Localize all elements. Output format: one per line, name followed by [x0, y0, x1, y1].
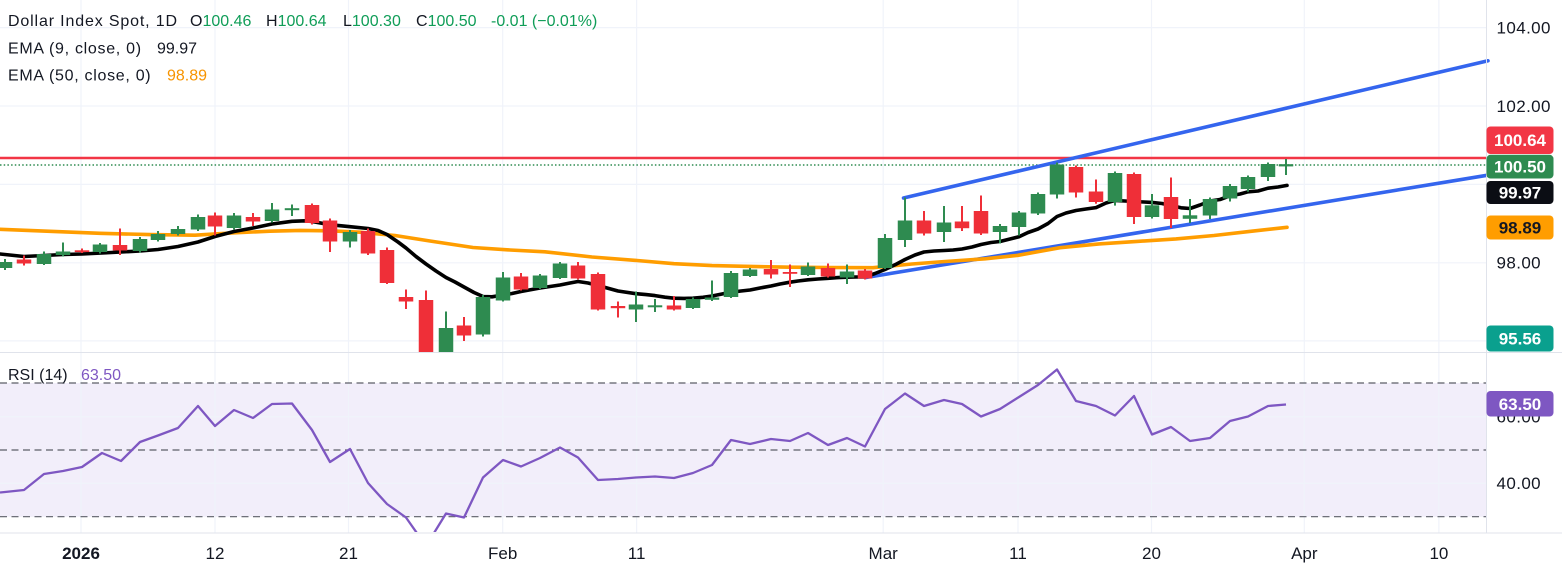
svg-text:98.89: 98.89: [1499, 219, 1542, 238]
svg-text:99.97: 99.97: [1499, 184, 1542, 203]
svg-text:102.00: 102.00: [1497, 97, 1551, 116]
svg-text:40.00: 40.00: [1497, 474, 1542, 493]
svg-text:2026: 2026: [62, 544, 100, 563]
svg-text:100.64: 100.64: [1494, 131, 1547, 150]
svg-text:12: 12: [206, 544, 225, 563]
svg-text:21: 21: [339, 544, 358, 563]
svg-text:Feb: Feb: [488, 544, 517, 563]
svg-text:11: 11: [628, 544, 646, 563]
svg-text:98.00: 98.00: [1497, 254, 1542, 273]
svg-text:RSI (14)63.50: RSI (14) 63.50: [8, 367, 121, 384]
svg-text:104.00: 104.00: [1497, 18, 1551, 37]
svg-text:11: 11: [1009, 544, 1027, 563]
svg-text:95.56: 95.56: [1499, 330, 1542, 349]
svg-text:100.50: 100.50: [1494, 158, 1546, 177]
svg-text:20: 20: [1142, 544, 1161, 563]
svg-text:63.50: 63.50: [1499, 395, 1542, 414]
svg-text:EMA (9, close, 0)99.97: EMA (9, close, 0) 99.97: [8, 41, 197, 58]
svg-text:Mar: Mar: [869, 544, 899, 563]
svg-text:EMA (50, close, 0)98.89: EMA (50, close, 0) 98.89: [8, 68, 207, 85]
svg-text:10: 10: [1429, 544, 1448, 563]
svg-text:Apr: Apr: [1291, 544, 1318, 563]
